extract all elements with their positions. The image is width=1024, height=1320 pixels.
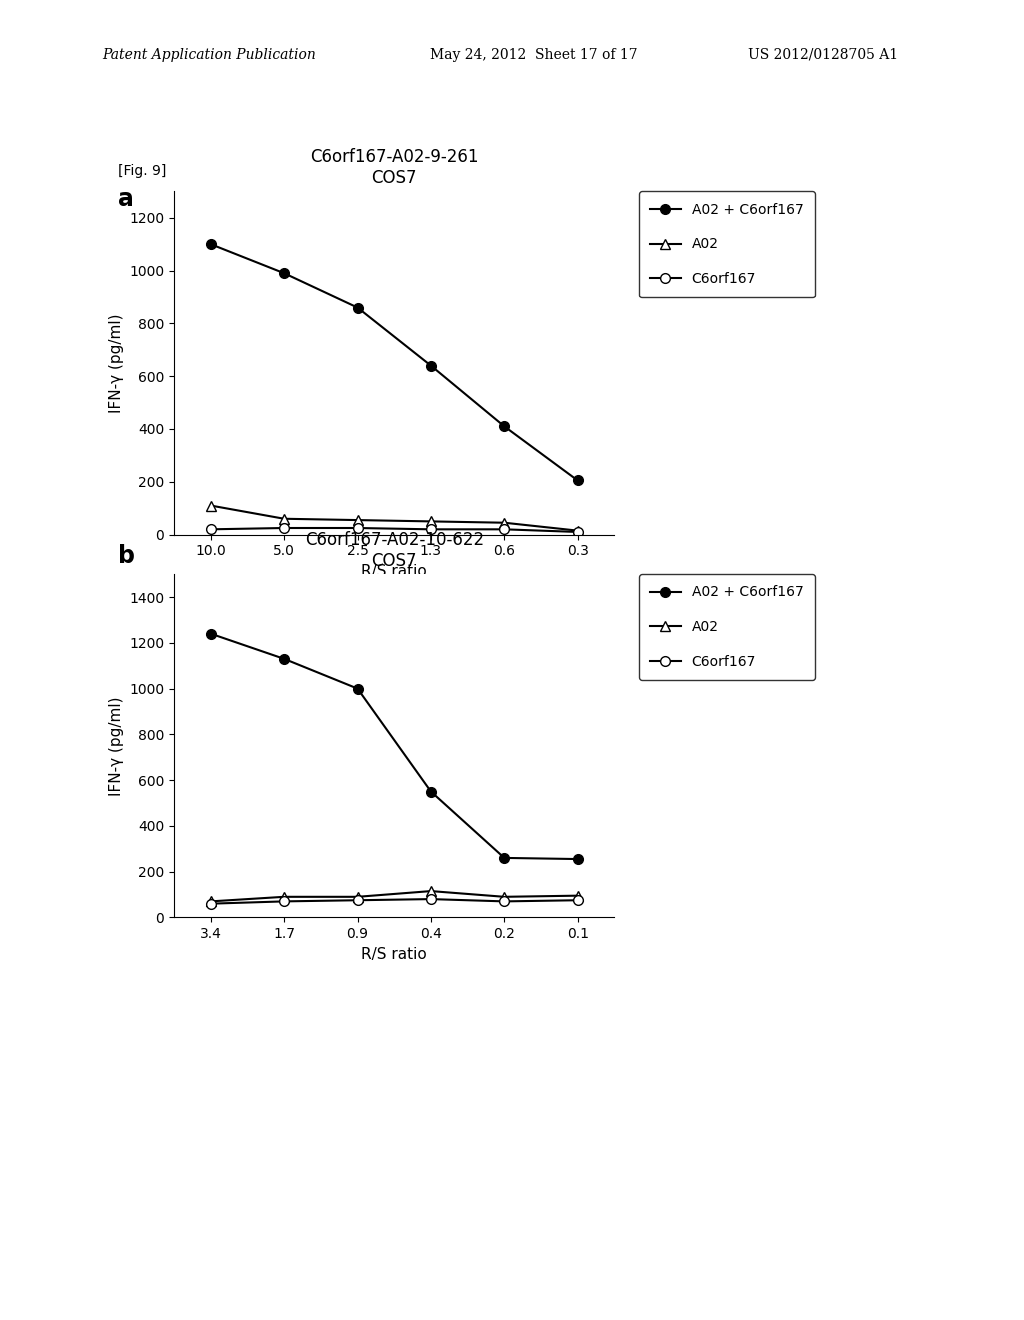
Y-axis label: IFN-γ (pg/ml): IFN-γ (pg/ml) xyxy=(109,696,124,796)
Text: Patent Application Publication: Patent Application Publication xyxy=(102,48,316,62)
Text: US 2012/0128705 A1: US 2012/0128705 A1 xyxy=(748,48,898,62)
Title: C6orf167-A02-9-261
COS7: C6orf167-A02-9-261 COS7 xyxy=(310,148,478,187)
Legend: A02 + C6orf167, A02, C6orf167: A02 + C6orf167, A02, C6orf167 xyxy=(639,191,815,297)
Legend: A02 + C6orf167, A02, C6orf167: A02 + C6orf167, A02, C6orf167 xyxy=(639,574,815,680)
Text: [Fig. 9]: [Fig. 9] xyxy=(118,164,166,178)
Text: a: a xyxy=(118,187,134,211)
Y-axis label: IFN-γ (pg/ml): IFN-γ (pg/ml) xyxy=(109,313,124,413)
Title: C6orf167-A02-10-622
COS7: C6orf167-A02-10-622 COS7 xyxy=(305,531,483,570)
Text: May 24, 2012  Sheet 17 of 17: May 24, 2012 Sheet 17 of 17 xyxy=(430,48,638,62)
Text: b: b xyxy=(118,544,135,568)
X-axis label: R/S ratio: R/S ratio xyxy=(361,564,427,579)
X-axis label: R/S ratio: R/S ratio xyxy=(361,946,427,962)
